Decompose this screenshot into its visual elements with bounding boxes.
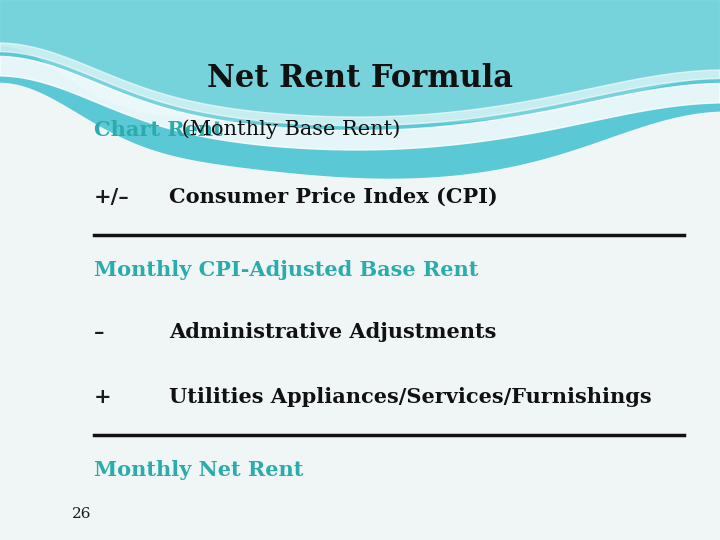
Text: Utilities Appliances/Services/Furnishings: Utilities Appliances/Services/Furnishing… [169, 387, 652, 407]
Text: +/–: +/– [94, 187, 130, 207]
Text: Consumer Price Index (CPI): Consumer Price Index (CPI) [169, 187, 498, 207]
Text: Monthly CPI-Adjusted Base Rent: Monthly CPI-Adjusted Base Rent [94, 260, 478, 280]
Text: 26: 26 [72, 507, 91, 521]
Text: Administrative Adjustments: Administrative Adjustments [169, 322, 497, 342]
Text: Monthly Net Rent: Monthly Net Rent [94, 460, 303, 480]
Text: –: – [94, 322, 104, 342]
Text: (Monthly Base Rent): (Monthly Base Rent) [174, 120, 400, 139]
Text: Net Rent Formula: Net Rent Formula [207, 63, 513, 94]
Text: Chart Rent: Chart Rent [94, 119, 222, 140]
Text: +: + [94, 387, 111, 407]
